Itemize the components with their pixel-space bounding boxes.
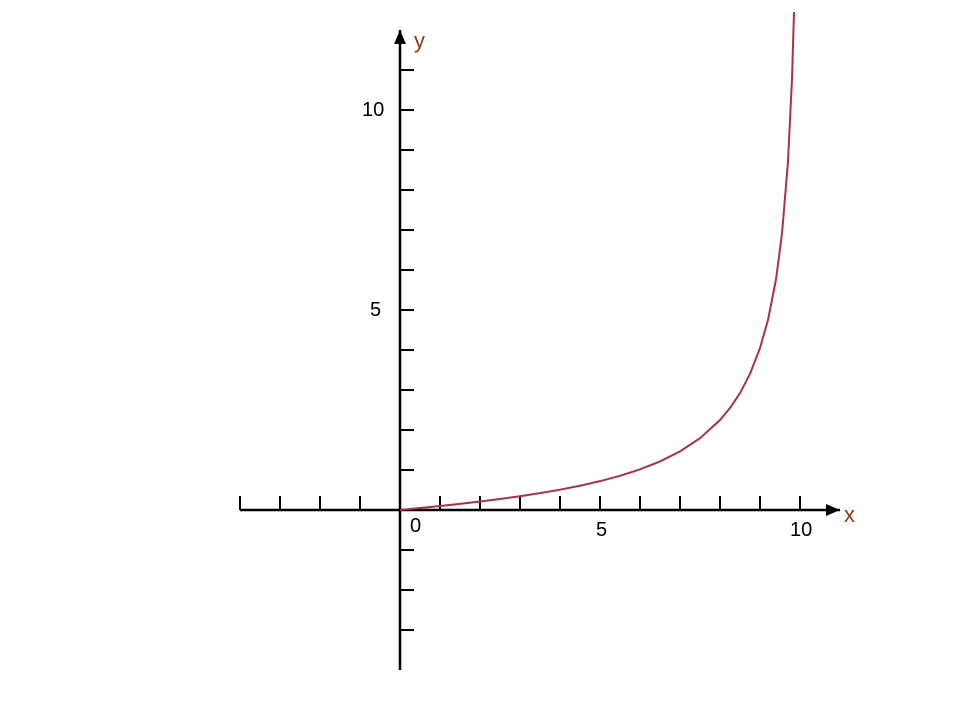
y-axis-label: y — [414, 28, 425, 53]
x-tick-label: 10 — [790, 519, 812, 541]
axes — [240, 30, 840, 670]
x-tick-label: 0 — [410, 515, 421, 537]
axis-labels: xy — [414, 28, 855, 527]
x-axis-arrow — [826, 504, 840, 516]
curve-path — [400, 12, 794, 510]
y-tick-label: 10 — [362, 99, 384, 121]
exponential-curve-chart: 0510510 xy — [0, 0, 960, 720]
y-tick-label: 5 — [370, 299, 381, 321]
y-axis-arrow — [394, 30, 406, 44]
axis-ticks — [240, 70, 800, 630]
axis-tick-labels: 0 5 10 5 10 — [362, 99, 812, 541]
curve — [400, 12, 794, 510]
x-axis-label: x — [844, 502, 855, 527]
x-tick-label: 5 — [596, 519, 607, 541]
